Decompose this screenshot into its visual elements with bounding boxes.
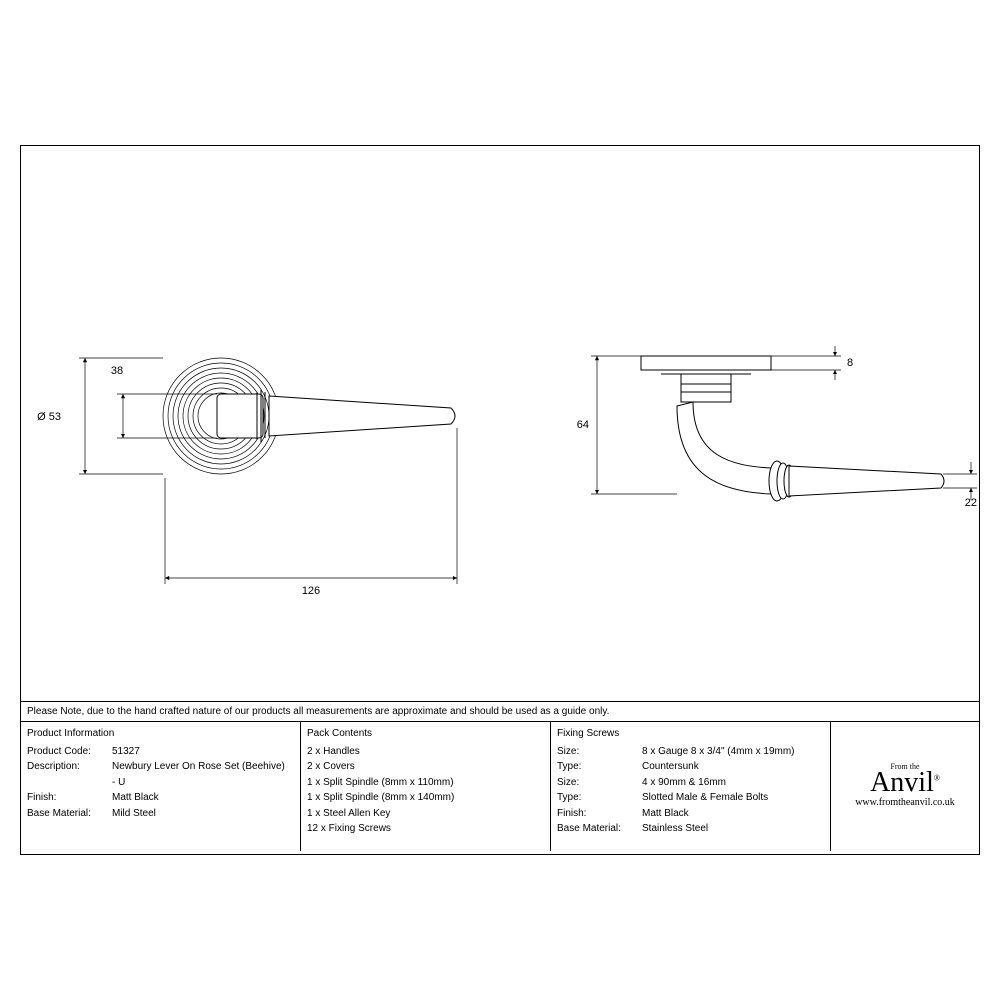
value: Newbury Lever On Rose Set (Beehive)	[112, 759, 294, 775]
dim-diameter: Ø 53	[37, 411, 61, 423]
pack-contents-col: Pack Contents 2 x Handles 2 x Covers 1 x…	[301, 722, 551, 851]
logo-col: From the Anvil® www.fromtheanvil.co.uk	[831, 722, 979, 851]
value: Matt Black	[642, 806, 824, 822]
label: Product Code:	[27, 744, 112, 760]
fixing-screws-header: Fixing Screws	[557, 726, 824, 742]
technical-drawing: Ø 53 38 126	[21, 146, 981, 701]
label: Type:	[557, 759, 642, 775]
value: 4 x 90mm & 16mm	[642, 775, 824, 791]
dim-projection: 64	[577, 419, 589, 431]
dim-plate-thickness: 8	[847, 357, 853, 369]
label: Size:	[557, 744, 642, 760]
value: - U	[112, 775, 294, 791]
value: Stainless Steel	[642, 821, 824, 837]
value: Countersunk	[642, 759, 824, 775]
dim-overall-width: 126	[302, 585, 320, 597]
label: Base Material:	[27, 806, 112, 822]
note-row: Please Note, due to the hand crafted nat…	[21, 701, 979, 721]
pack-item: 1 x Split Spindle (8mm x 110mm)	[307, 775, 544, 791]
label: Finish:	[27, 790, 112, 806]
logo-url: www.fromtheanvil.co.uk	[855, 795, 955, 811]
value: Mild Steel	[112, 806, 294, 822]
product-info-col: Product Information Product Code:51327 D…	[21, 722, 301, 851]
value: Matt Black	[112, 790, 294, 806]
pack-item: 2 x Handles	[307, 744, 544, 760]
front-view: Ø 53 38 126	[37, 358, 457, 597]
anvil-logo: From the Anvil® www.fromtheanvil.co.uk	[855, 763, 955, 811]
info-table: Product Information Product Code:51327 D…	[21, 721, 979, 851]
side-view: 64 8 22	[577, 346, 977, 509]
pack-item: 12 x Fixing Screws	[307, 821, 544, 837]
label: Size:	[557, 775, 642, 791]
pack-item: 1 x Split Spindle (8mm x 140mm)	[307, 790, 544, 806]
drawing-area: Ø 53 38 126	[21, 146, 979, 701]
logo-reg: ®	[934, 773, 940, 782]
product-info-header: Product Information	[27, 726, 294, 742]
label: Base Material:	[557, 821, 642, 837]
value: Slotted Male & Female Bolts	[642, 790, 824, 806]
label: Type:	[557, 790, 642, 806]
logo-brand-text: Anvil	[870, 767, 934, 798]
value: 51327	[112, 744, 294, 760]
label: Finish:	[557, 806, 642, 822]
label	[27, 775, 112, 791]
fixing-screws-col: Fixing Screws Size:8 x Gauge 8 x 3/4" (4…	[551, 722, 831, 851]
dim-lever-height: 38	[111, 365, 123, 377]
pack-item: 1 x Steel Allen Key	[307, 806, 544, 822]
dim-lever-dia: 22	[965, 497, 977, 509]
value: 8 x Gauge 8 x 3/4" (4mm x 19mm)	[642, 744, 824, 760]
pack-contents-header: Pack Contents	[307, 726, 544, 742]
drawing-sheet: Ø 53 38 126	[20, 145, 980, 855]
disclaimer-text: Please Note, due to the hand crafted nat…	[27, 706, 609, 717]
pack-item: 2 x Covers	[307, 759, 544, 775]
label: Description:	[27, 759, 112, 775]
